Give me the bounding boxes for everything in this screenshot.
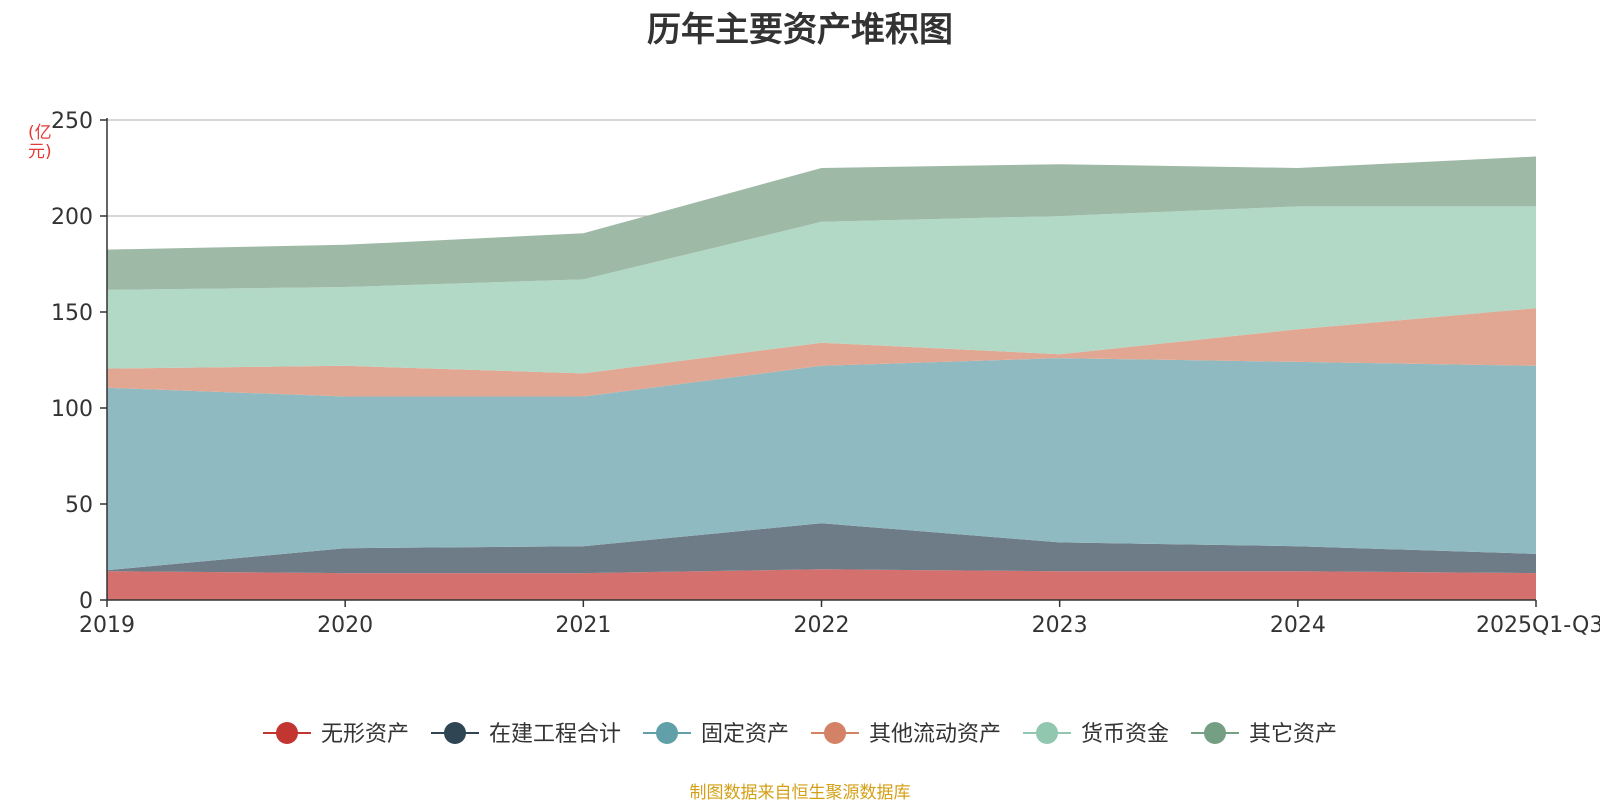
area-其他流动资产 <box>107 308 1536 397</box>
legend-marker-icon <box>276 722 298 744</box>
area-在建工程合计 <box>107 523 1536 574</box>
x-tick-label: 2023 <box>1032 613 1088 638</box>
legend-label: 无形资产 <box>321 722 409 747</box>
legend-marker-icon <box>1204 722 1226 744</box>
legend-item-其他流动资产[interactable]: 其他流动资产 <box>811 722 1001 747</box>
legend-item-其它资产[interactable]: 其它资产 <box>1191 722 1337 747</box>
area-无形资产 <box>107 569 1536 600</box>
y-axis-unit-label: (亿元) <box>28 123 52 162</box>
legend-marker-icon <box>444 722 466 744</box>
legend-marker-icon <box>1036 722 1058 744</box>
area-series <box>107 156 1536 600</box>
y-tick-label: 0 <box>79 589 93 614</box>
x-tick-label: 2025Q1-Q3 <box>1476 613 1600 638</box>
y-tick-label: 250 <box>51 109 93 134</box>
x-tick-label: 2021 <box>555 613 611 638</box>
legend-label: 固定资产 <box>701 722 789 747</box>
legend-label: 其他流动资产 <box>869 722 1001 747</box>
legend-marker-icon <box>656 722 678 744</box>
y-tick-label: 100 <box>51 397 93 422</box>
area-固定资产 <box>107 358 1536 571</box>
legend-label: 货币资金 <box>1081 722 1169 747</box>
area-货币资金 <box>107 206 1536 374</box>
source-note: 制图数据来自恒生聚源数据库 <box>689 783 911 803</box>
legend-item-货币资金[interactable]: 货币资金 <box>1023 722 1169 747</box>
x-tick-label: 2020 <box>317 613 373 638</box>
y-tick-label: 200 <box>51 205 93 230</box>
y-tick-label: 150 <box>51 301 93 326</box>
axes: 0 50 100 150 200 250 2019 2020 2021 2022 2023 2024 2… <box>51 109 1600 638</box>
legend-marker-icon <box>824 722 846 744</box>
legend-item-无形资产[interactable]: 无形资产 <box>263 722 409 747</box>
legend-label: 其它资产 <box>1249 722 1337 747</box>
chart-title: 历年主要资产堆积图 <box>647 10 953 50</box>
legend-label: 在建工程合计 <box>489 722 621 747</box>
legend-item-固定资产[interactable]: 固定资产 <box>643 722 789 747</box>
x-tick-label: 2019 <box>79 613 135 638</box>
y-tick-label: 50 <box>65 493 93 518</box>
x-tick-label: 2022 <box>794 613 850 638</box>
legend-item-在建工程合计[interactable]: 在建工程合计 <box>431 722 621 747</box>
legend: 无形资产 在建工程合计 固定资产 其他流动资产 货币资金 其它资产 <box>263 722 1337 747</box>
x-tick-label: 2024 <box>1270 613 1326 638</box>
area-其它资产 <box>107 156 1536 290</box>
